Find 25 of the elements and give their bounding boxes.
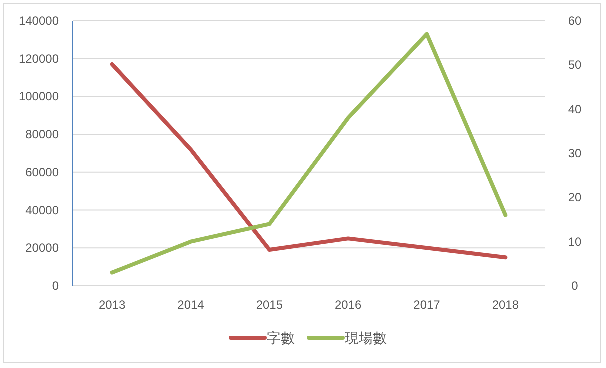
y2-tick-label: 10 (568, 234, 582, 249)
y-tick-label: 40000 (26, 203, 60, 218)
y2-tick-label: 20 (568, 190, 582, 205)
y-tick-label: 20000 (26, 241, 60, 256)
y-tick-label: 60000 (26, 165, 60, 180)
y2-tick-label: 40 (568, 102, 582, 116)
y-tick-label: 100000 (18, 90, 60, 104)
y-tick-label: 120000 (18, 52, 60, 66)
y-tick-label: 80000 (26, 128, 60, 142)
x-tick-label: 2014 (178, 298, 205, 312)
x-tick-label: 2013 (98, 298, 126, 312)
legend-label: 現場數 (345, 330, 387, 346)
x-tick-label: 2015 (256, 298, 284, 312)
line-series (110, 62, 508, 260)
y2-tick-label: 30 (568, 146, 582, 160)
y-tick-label: 140000 (18, 14, 60, 28)
legend-label: 字數 (267, 330, 295, 346)
line-series (110, 32, 508, 275)
x-tick-label: 2017 (414, 298, 441, 312)
y2-tick-label: 60 (568, 14, 582, 28)
y-tick-label: 0 (52, 279, 60, 293)
x-tick-label: 2018 (492, 298, 520, 312)
x-tick-label: 2016 (334, 298, 362, 312)
y2-tick-label: 0 (572, 279, 579, 293)
y2-tick-label: 50 (568, 58, 582, 72)
